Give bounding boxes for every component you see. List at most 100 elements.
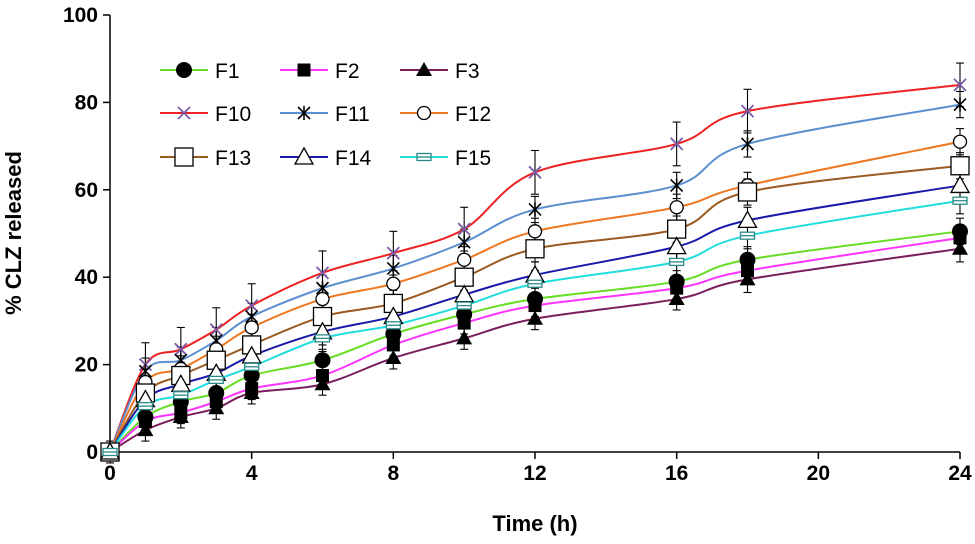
legend-item-f12: F12: [400, 103, 491, 126]
data-point-f2: [316, 369, 329, 383]
data-point-f2: [528, 299, 542, 313]
x-tick-label: 24: [948, 462, 972, 485]
data-point-f13: [737, 182, 758, 202]
y-tick-label: 60: [75, 179, 98, 202]
x-tick-label: 4: [246, 462, 258, 485]
data-point-f15: [739, 231, 756, 240]
data-point-f15: [385, 321, 401, 330]
data-point-f15: [952, 196, 968, 205]
data-point-f10: [245, 298, 259, 313]
data-point-f12: [386, 276, 401, 291]
data-point-f3: [172, 409, 189, 424]
legend-label: F1: [215, 60, 240, 83]
chart-series: [99, 62, 971, 464]
data-point-f12: [669, 200, 684, 215]
data-point-f3: [668, 291, 685, 306]
data-point-f10: [740, 104, 755, 118]
data-point-f15: [669, 257, 685, 267]
data-point-f14: [666, 236, 687, 255]
legend-item-f10: F10: [160, 103, 251, 126]
data-point-f14: [949, 175, 971, 194]
data-point-f11: [457, 235, 471, 250]
data-point-f12: [315, 291, 330, 307]
legend-marker: [176, 62, 192, 78]
data-point-f11: [740, 136, 755, 151]
legend-item-f15: F15: [400, 147, 491, 170]
data-point-f15: [456, 301, 472, 310]
data-point-f3: [208, 400, 225, 415]
legend-marker: [174, 147, 194, 167]
x-axis-title: Time (h): [492, 511, 577, 536]
legend-label: F2: [335, 60, 360, 83]
data-point-f1: [739, 251, 756, 268]
data-point-f13: [525, 239, 545, 259]
data-point-f13: [950, 156, 970, 176]
data-point-f10: [386, 246, 400, 260]
data-point-f11: [386, 261, 400, 276]
legend-marker: [297, 106, 311, 120]
data-point-f2: [670, 281, 684, 295]
legend-marker: [293, 146, 315, 165]
x-tick-label: 12: [523, 462, 546, 485]
data-point-f15: [314, 334, 331, 343]
legend-item-f1: F1: [160, 60, 240, 83]
data-point-f15: [527, 279, 543, 288]
legend-label: F12: [455, 103, 491, 126]
legend-label: F10: [215, 103, 251, 126]
data-point-f15: [244, 362, 260, 371]
legend-item-f14: F14: [280, 146, 372, 170]
x-tick-label: 8: [387, 462, 399, 485]
legend-item-f3: F3: [400, 60, 480, 83]
data-point-f3: [385, 350, 402, 365]
data-point-f12: [457, 252, 472, 267]
data-point-f12: [527, 224, 543, 239]
y-tick-label: 80: [75, 91, 98, 114]
data-point-f15: [173, 391, 189, 400]
legend-marker: [177, 106, 191, 120]
data-point-f10: [528, 165, 542, 179]
data-point-f1: [385, 326, 402, 343]
legend-label: F11: [335, 103, 370, 126]
data-point-f12: [952, 134, 968, 149]
x-tick-label: 16: [665, 462, 688, 485]
data-point-f11: [953, 97, 967, 112]
data-point-f3: [527, 310, 543, 325]
data-point-f2: [953, 231, 967, 245]
data-point-f2: [741, 264, 754, 278]
data-point-f10: [209, 323, 223, 337]
legend-item-f2: F2: [280, 60, 360, 83]
data-point-f1: [314, 352, 331, 369]
data-point-f10: [315, 266, 330, 280]
legend-item-f13: F13: [160, 147, 251, 170]
x-tick-label: 20: [807, 462, 830, 485]
data-point-f3: [314, 376, 331, 391]
legend-label: F13: [215, 147, 251, 170]
data-point-f11: [670, 178, 684, 193]
y-tick-label: 0: [86, 441, 98, 464]
data-point-f10: [174, 342, 188, 356]
legend-label: F14: [335, 147, 372, 170]
y-tick-label: 20: [75, 354, 98, 377]
legend-label: F15: [455, 147, 491, 170]
legend-marker: [416, 62, 432, 76]
data-point-f3: [739, 271, 756, 286]
data-point-f11: [528, 202, 542, 217]
data-point-f3: [137, 422, 154, 437]
x-tick-label: 0: [104, 462, 116, 485]
legend-label: F3: [455, 60, 480, 83]
data-point-f10: [953, 78, 967, 92]
legend-marker: [297, 63, 311, 77]
data-point-f2: [138, 414, 152, 428]
data-point-f15: [208, 375, 224, 385]
data-point-f15: [102, 447, 118, 457]
chart-ticks: 0 20 40 60 80 100 0 4 8 12 16 20 24: [63, 4, 972, 485]
data-point-f3: [456, 330, 473, 345]
data-point-f1: [243, 367, 260, 384]
data-point-f3: [243, 385, 260, 400]
data-point-f2: [386, 338, 400, 352]
data-point-f15: [137, 401, 154, 411]
y-tick-label: 100: [63, 4, 98, 27]
data-point-f10: [457, 222, 471, 236]
data-point-f2: [457, 316, 471, 330]
